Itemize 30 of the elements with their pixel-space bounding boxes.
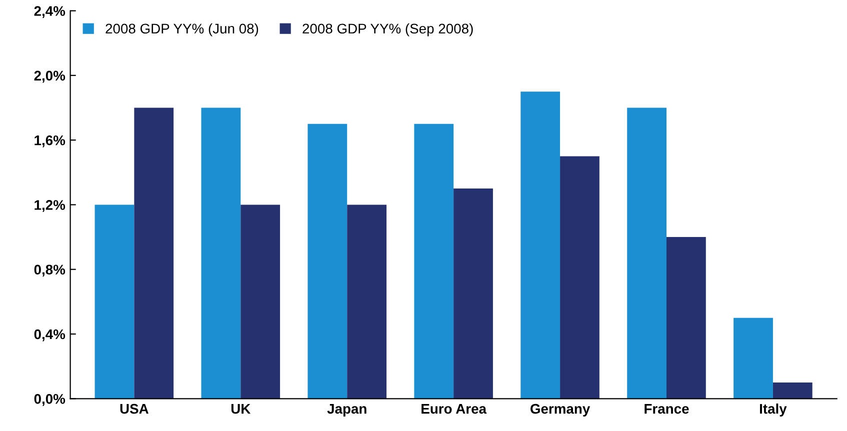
y-tick-label: 1,6% xyxy=(34,135,66,148)
x-tick-label: France xyxy=(644,404,689,414)
bar xyxy=(666,237,706,399)
y-tick-label: 0,4% xyxy=(34,329,66,342)
x-tick-label: Italy xyxy=(760,404,787,416)
y-tick-label: 0,8% xyxy=(34,264,66,277)
x-tick-label: Germany xyxy=(530,404,590,416)
y-tick-label: 2,0% xyxy=(34,70,66,83)
bar xyxy=(454,188,493,399)
bar xyxy=(201,108,241,399)
x-tick-label: UK xyxy=(231,404,251,414)
bar xyxy=(627,108,666,399)
bar xyxy=(520,92,560,399)
bar xyxy=(94,204,134,399)
legend-label: 2008 GDP YY% (Jun 08) xyxy=(106,23,258,36)
y-tick-label: 0,0% xyxy=(34,394,66,406)
bar xyxy=(308,124,348,399)
y-tick-label: 1,2% xyxy=(34,200,66,212)
bar xyxy=(240,204,280,399)
bar xyxy=(414,124,454,399)
x-tick-label: USA xyxy=(120,404,148,414)
x-tick-label: Euro Area xyxy=(422,404,487,414)
bar xyxy=(560,156,600,399)
legend-label: 2008 GDP YY% (Sep 2008) xyxy=(302,23,473,36)
bar xyxy=(734,318,773,399)
bar xyxy=(772,382,812,399)
y-tick-label: 2,4% xyxy=(34,6,66,18)
x-tick-label: Japan xyxy=(327,404,366,416)
bar xyxy=(134,108,174,399)
bar xyxy=(347,204,386,399)
